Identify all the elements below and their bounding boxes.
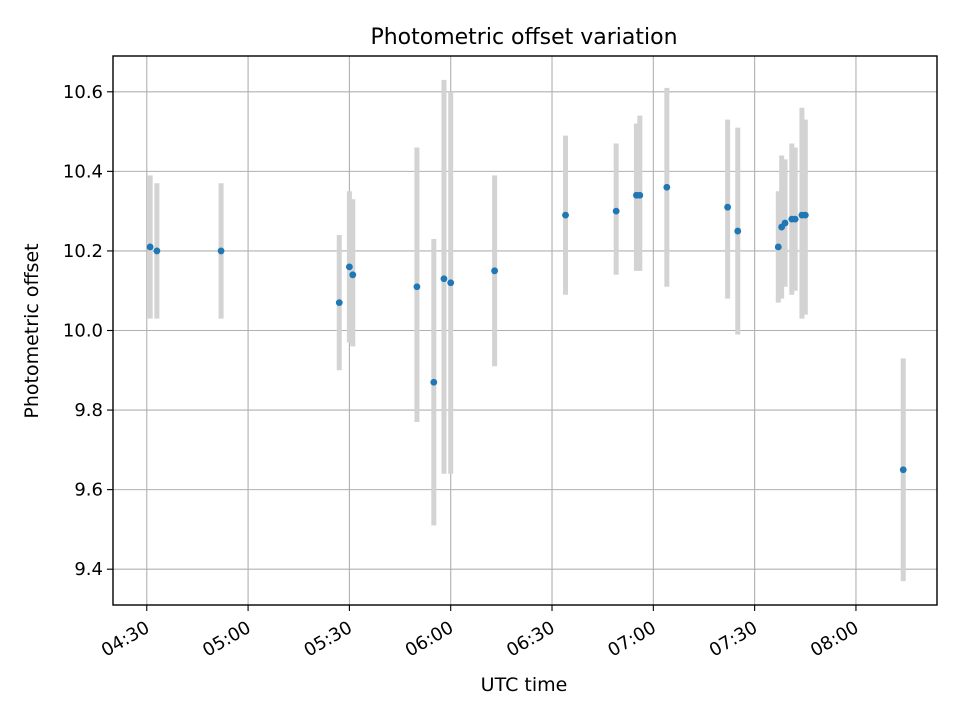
x-tick-label: 07:00 bbox=[604, 617, 659, 661]
data-point bbox=[562, 211, 569, 219]
x-tick-label: 08:00 bbox=[807, 617, 862, 661]
x-tick-label: 04:30 bbox=[98, 617, 153, 661]
data-point bbox=[335, 299, 343, 307]
y-tick-label: 9.8 bbox=[74, 400, 103, 421]
data-point bbox=[146, 243, 154, 251]
data-point bbox=[781, 219, 789, 227]
data-point bbox=[491, 267, 499, 275]
data-point bbox=[636, 191, 644, 199]
data-point bbox=[430, 378, 438, 386]
data-point bbox=[724, 203, 732, 211]
grid bbox=[113, 56, 937, 605]
data-point bbox=[345, 263, 353, 271]
data-point bbox=[663, 183, 671, 191]
y-tick-label: 10.6 bbox=[63, 82, 103, 103]
x-tick-label: 06:30 bbox=[503, 617, 558, 661]
y-axis-ticks: 9.4 9.6 9.8 10.0 10.2 10.4 10.6 bbox=[63, 82, 113, 580]
x-axis-ticks: 04:30 05:00 05:30 06:00 06:30 07:00 07:30 08:00 bbox=[98, 605, 862, 661]
x-tick-label: 06:00 bbox=[402, 617, 457, 661]
y-tick-label: 10.4 bbox=[63, 161, 103, 182]
data-point bbox=[413, 283, 421, 291]
y-tick-label: 10.0 bbox=[63, 321, 103, 342]
data-point bbox=[774, 243, 782, 251]
x-tick-label: 05:30 bbox=[300, 617, 355, 661]
data-point bbox=[734, 227, 742, 235]
x-tick-label: 07:30 bbox=[706, 617, 761, 661]
data-point bbox=[217, 247, 225, 255]
y-tick-label: 9.6 bbox=[74, 480, 103, 501]
x-tick-label: 05:00 bbox=[199, 617, 254, 661]
data-point bbox=[791, 215, 799, 223]
data-point bbox=[440, 275, 448, 283]
data-point bbox=[801, 211, 809, 219]
data-point bbox=[612, 207, 620, 215]
x-axis-label: UTC time bbox=[481, 674, 568, 696]
data-point bbox=[899, 466, 907, 474]
data-point bbox=[153, 247, 161, 255]
data-point bbox=[447, 279, 455, 287]
chart-title: Photometric offset variation bbox=[370, 25, 677, 50]
data-point bbox=[349, 271, 357, 279]
y-axis-label: Photometric offset bbox=[21, 243, 43, 418]
data-points bbox=[146, 183, 907, 474]
y-tick-label: 10.2 bbox=[63, 241, 103, 262]
y-tick-label: 9.4 bbox=[74, 559, 103, 580]
